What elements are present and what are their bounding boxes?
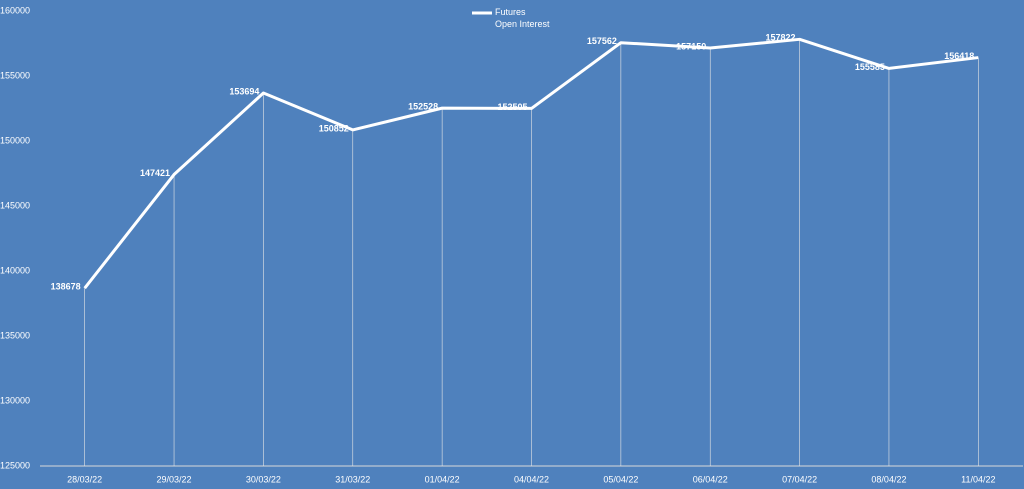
- x-tick-label: 30/03/22: [246, 474, 281, 484]
- x-tick-label: 04/04/22: [514, 474, 549, 484]
- y-tick-label: 130000: [0, 395, 30, 405]
- data-label: 147421: [140, 168, 170, 178]
- data-label: 157150: [676, 41, 706, 51]
- data-label: 157562: [587, 36, 617, 46]
- x-tick-label: 28/03/22: [67, 474, 102, 484]
- y-tick-label: 155000: [0, 70, 30, 80]
- data-label: 152528: [408, 102, 438, 112]
- y-tick-label: 125000: [0, 460, 30, 470]
- x-tick-label: 31/03/22: [335, 474, 370, 484]
- data-label: 152505: [497, 102, 527, 112]
- y-tick-label: 135000: [0, 330, 30, 340]
- y-tick-label: 140000: [0, 265, 30, 275]
- x-tick-label: 29/03/22: [157, 474, 192, 484]
- data-label: 138678: [51, 282, 81, 292]
- line: [83, 37, 979, 290]
- x-tick-label: 08/04/22: [871, 474, 906, 484]
- x-tick-label: 07/04/22: [782, 474, 817, 484]
- y-tick-label: 145000: [0, 200, 30, 210]
- data-label: 156418: [944, 51, 974, 61]
- data-label: 150852: [319, 123, 349, 133]
- data-label: 155585: [855, 62, 885, 72]
- y-tick-label: 150000: [0, 135, 30, 145]
- y-tick-label: 160000: [0, 5, 30, 15]
- x-tick-label: 06/04/22: [693, 474, 728, 484]
- data-label: 153694: [229, 86, 259, 96]
- x-tick-label: 05/04/22: [603, 474, 638, 484]
- x-tick-label: 01/04/22: [425, 474, 460, 484]
- x-tick-label: 11/04/22: [961, 474, 995, 484]
- legend-label: Futures Open Interest: [495, 7, 550, 29]
- data-label: 157822: [766, 33, 796, 43]
